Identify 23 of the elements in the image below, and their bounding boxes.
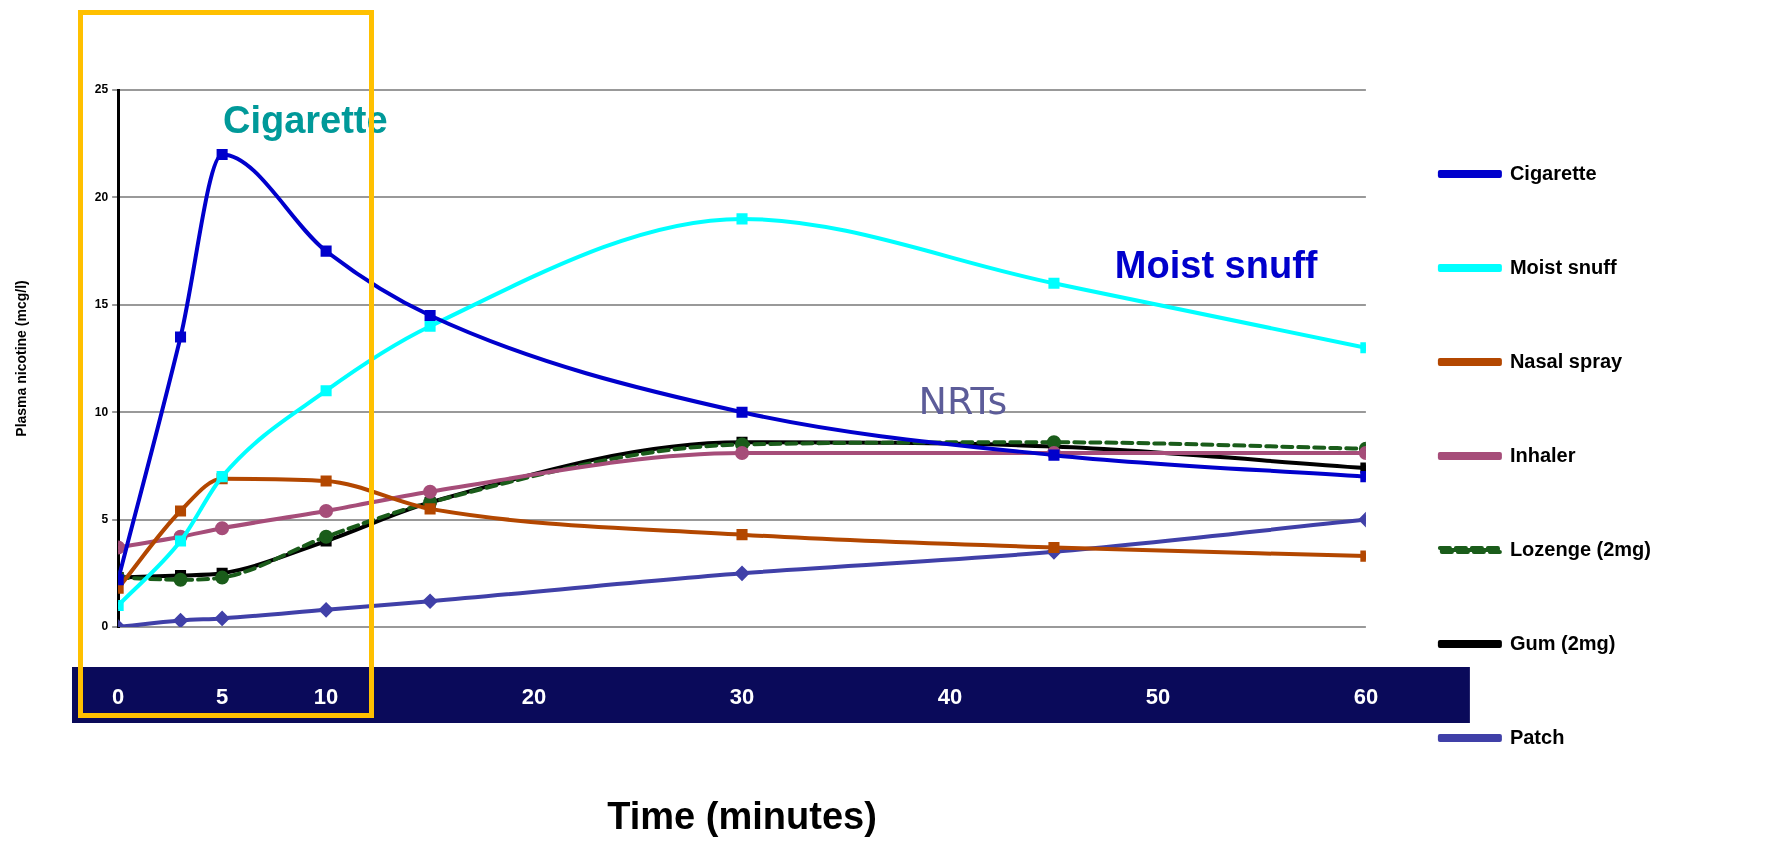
x-tick-label: 40 xyxy=(937,684,963,710)
y-tick-label: 15 xyxy=(94,297,109,312)
legend-label: Moist snuff xyxy=(1509,255,1617,278)
y-tick-label: 5 xyxy=(101,511,109,526)
y-tick-label: 20 xyxy=(94,189,109,204)
y-tick-label: 10 xyxy=(94,404,109,419)
y-tick-label: 0 xyxy=(101,619,109,634)
y-axis-title: Plasma nicotine (mcg/l) xyxy=(13,280,30,437)
legend-label: Inhaler xyxy=(1509,443,1576,466)
x-axis-title: Time (minutes) xyxy=(607,794,877,837)
x-tick-label: 50 xyxy=(1145,684,1171,710)
legend-label: Gum (2mg) xyxy=(1509,631,1616,654)
x-tick-label: 60 xyxy=(1353,684,1379,710)
x-tick-label: 5 xyxy=(216,684,229,710)
annotation: Moist snuff xyxy=(1114,243,1318,286)
legend-label: Cigarette xyxy=(1509,161,1597,184)
y-tick-label: 25 xyxy=(94,82,109,97)
x-tick-label: 20 xyxy=(521,684,547,710)
legend-label: Nasal spray xyxy=(1509,349,1624,372)
x-tick-label: 30 xyxy=(729,684,755,710)
legend-label: Lozenge (2mg) xyxy=(1509,537,1652,560)
legend-label: Patch xyxy=(1509,725,1565,748)
x-tick-label: 10 xyxy=(313,684,339,710)
